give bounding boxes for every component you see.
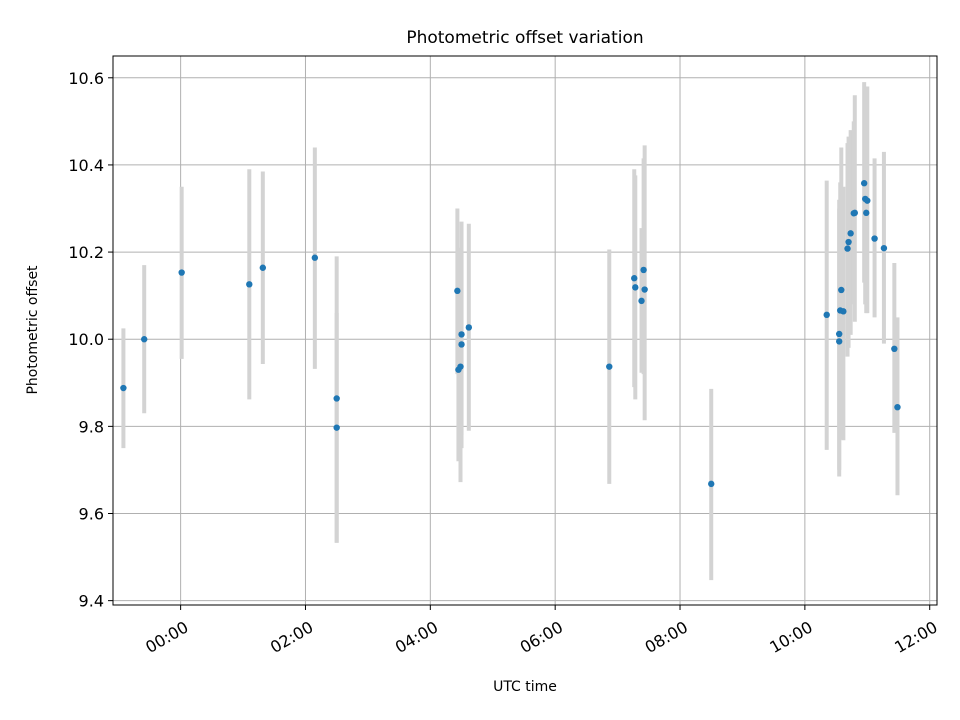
grid [113,56,937,605]
data-point [311,254,319,261]
data-point [860,180,868,187]
data-point [871,235,878,242]
data-point [141,336,148,343]
data-point [640,266,647,274]
data-point [178,269,185,276]
y-tick-label: 10.0 [68,330,104,349]
data-point [836,330,843,338]
data-point [120,384,127,392]
y-axis-label: Photometric offset [25,265,41,395]
data-point [836,338,843,345]
data-point [465,324,473,331]
x-axis-label: UTC time [493,679,557,695]
data-points [120,180,901,488]
data-point [838,286,845,294]
data-point [641,286,648,293]
data-point [606,363,613,370]
data-point [632,284,639,291]
y-tick-label: 10.2 [68,243,104,262]
data-point [333,424,340,431]
y-tick-label: 10.4 [68,156,104,175]
data-point [631,275,638,282]
data-point [454,287,461,295]
data-point [845,238,852,246]
y-tick-label: 10.6 [68,69,104,88]
y-tick-label: 9.8 [79,417,104,436]
data-point [851,209,859,217]
data-point [844,245,851,252]
data-point [880,244,888,252]
y-tick-label: 9.4 [79,592,104,611]
data-point [823,311,830,319]
data-point [864,197,871,204]
data-point [458,341,465,348]
data-point [863,209,870,217]
data-point [840,308,847,315]
data-point [333,395,340,402]
data-point [894,403,901,411]
data-point [847,230,854,237]
data-point [708,480,715,488]
data-point [457,363,464,370]
data-point [246,281,253,288]
y-tick-label: 9.6 [79,505,104,524]
data-point [458,331,465,338]
data-point [638,297,645,305]
chart-title: Photometric offset variation [406,28,643,48]
plot-frame [112,55,938,606]
data-point [891,345,898,352]
data-point [259,264,267,271]
